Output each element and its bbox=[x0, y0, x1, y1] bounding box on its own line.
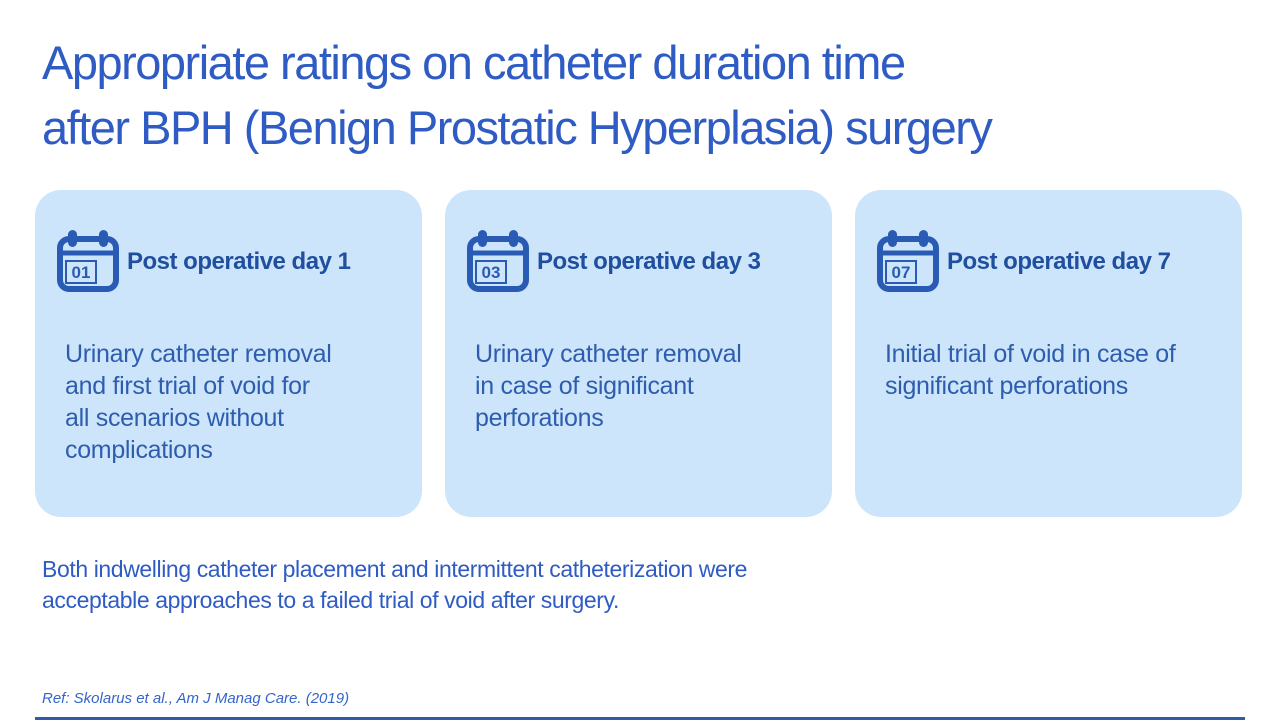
card-post-op-day-3: 03 Post operative day 3 Urinary catheter… bbox=[445, 190, 832, 517]
card-body: Urinary catheter removal and first trial… bbox=[65, 338, 332, 466]
card-body-line: and first trial of void for bbox=[65, 372, 310, 400]
card-body-line: Urinary catheter removal bbox=[65, 340, 332, 368]
card-header: 01 Post operative day 1 bbox=[57, 230, 351, 294]
card-body: Initial trial of void in case of signifi… bbox=[885, 338, 1176, 402]
slide-title: Appropriate ratings on catheter duration… bbox=[42, 30, 1192, 160]
calendar-icon: 01 bbox=[57, 230, 119, 292]
bottom-accent-bar bbox=[35, 717, 1245, 720]
card-body-line: Initial trial of void in case of bbox=[885, 340, 1176, 368]
card-body-line: all scenarios without bbox=[65, 404, 284, 432]
card-post-op-day-7: 07 Post operative day 7 Initial trial of… bbox=[855, 190, 1242, 517]
card-header: 03 Post operative day 3 bbox=[467, 230, 761, 294]
reference-citation: Ref: Skolarus et al., Am J Manag Care. (… bbox=[42, 690, 350, 707]
slide-title-line1: Appropriate ratings on catheter duration… bbox=[42, 36, 906, 89]
card-header: 07 Post operative day 7 bbox=[877, 230, 1171, 294]
card-body-line: Urinary catheter removal bbox=[475, 340, 742, 368]
calendar-icon: 03 bbox=[467, 230, 529, 292]
card-body-line: complications bbox=[65, 436, 213, 464]
footnote-line2: acceptable approaches to a failed trial … bbox=[42, 587, 619, 613]
card-body-line: perforations bbox=[475, 404, 604, 432]
cards-row: 01 Post operative day 1 Urinary catheter… bbox=[35, 190, 1242, 517]
footnote-line1: Both indwelling catheter placement and i… bbox=[42, 556, 748, 582]
slide-title-line2: after BPH (Benign Prostatic Hyperplasia)… bbox=[42, 101, 993, 154]
calendar-day-number: 01 bbox=[72, 263, 91, 282]
card-post-op-day-1: 01 Post operative day 1 Urinary catheter… bbox=[35, 190, 422, 517]
card-heading: Post operative day 3 bbox=[537, 248, 761, 275]
calendar-day-number: 07 bbox=[892, 263, 911, 282]
card-body-line: in case of significant bbox=[475, 372, 694, 400]
calendar-icon: 07 bbox=[877, 230, 939, 292]
card-body: Urinary catheter removal in case of sign… bbox=[475, 338, 742, 434]
footnote: Both indwelling catheter placement and i… bbox=[42, 554, 747, 616]
calendar-day-number: 03 bbox=[482, 263, 501, 282]
card-heading: Post operative day 7 bbox=[947, 248, 1171, 275]
card-body-line: significant perforations bbox=[885, 372, 1128, 400]
card-heading: Post operative day 1 bbox=[127, 248, 351, 275]
